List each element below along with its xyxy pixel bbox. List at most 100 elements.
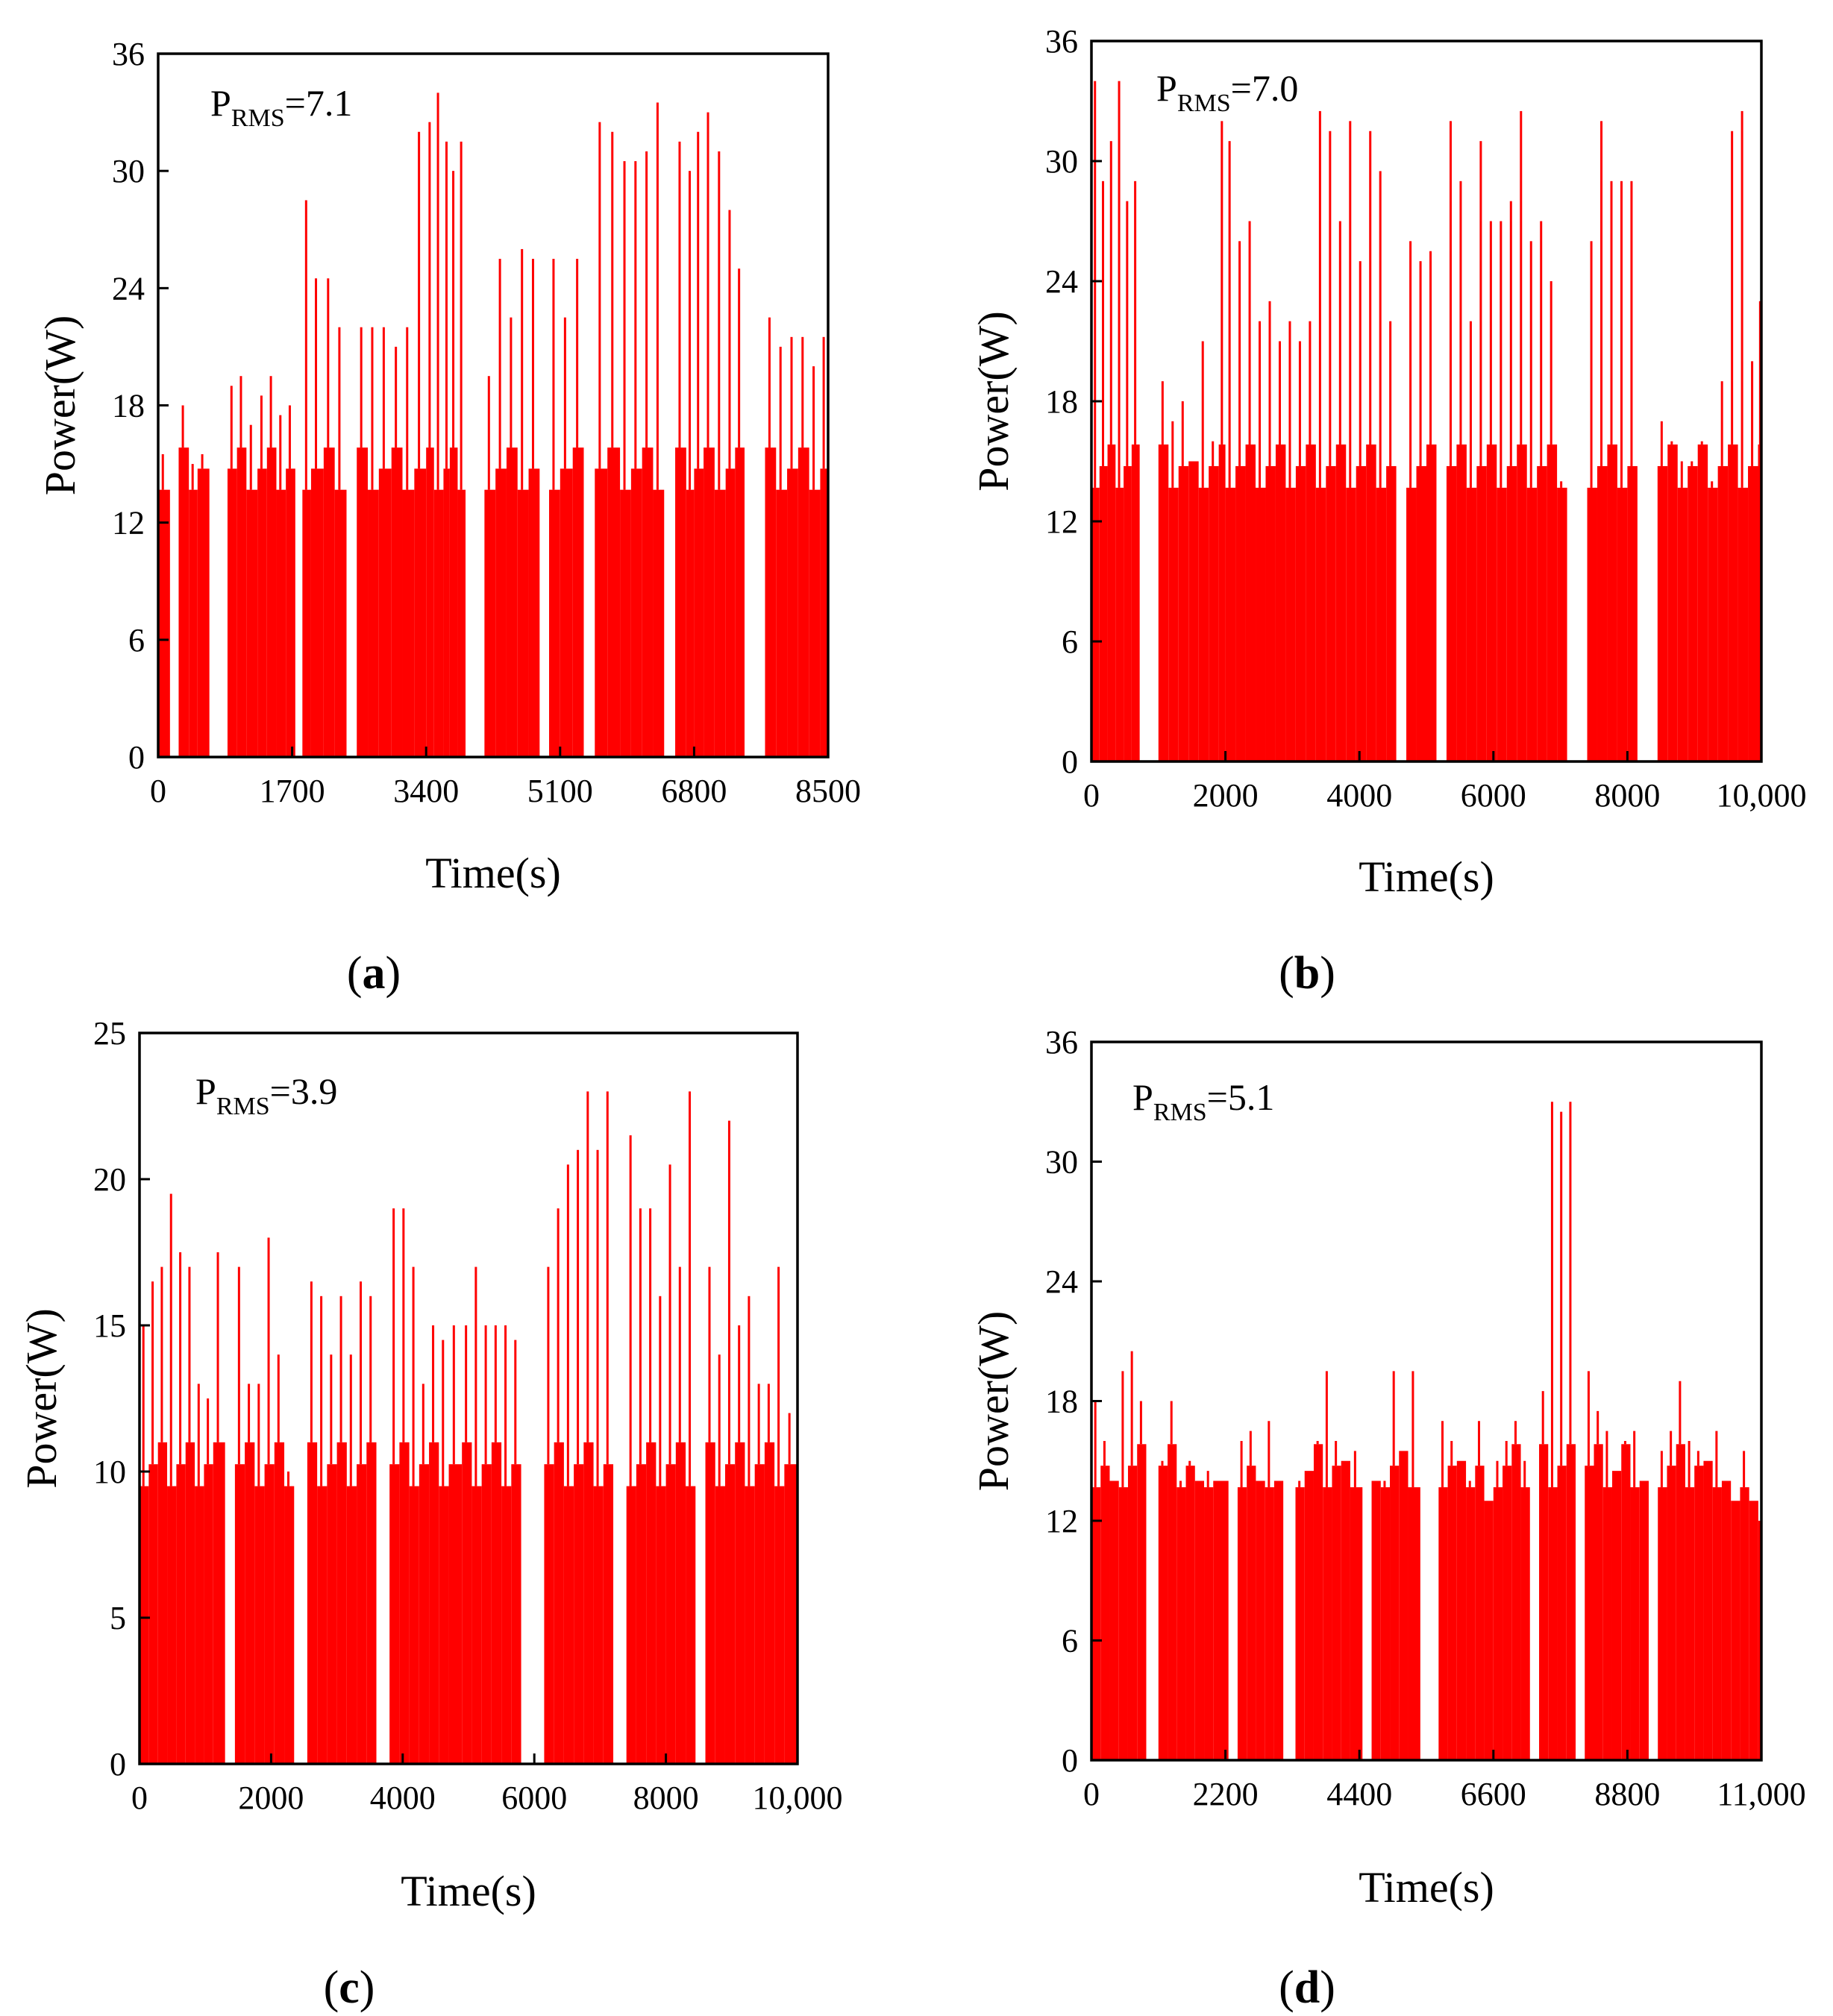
bar-peak-b-14 bbox=[1221, 121, 1223, 445]
bar-peak-a-13 bbox=[288, 405, 291, 469]
bar-peak-a-0 bbox=[161, 453, 164, 490]
bar-c-15 bbox=[284, 1486, 295, 1764]
bar-peak-d-62 bbox=[1679, 1381, 1682, 1445]
x-tick-label-b-2: 4000 bbox=[1326, 777, 1392, 814]
bar-peak-a-23 bbox=[395, 346, 398, 448]
bar-peak-d-50 bbox=[1569, 1102, 1572, 1445]
y-tick-label-c-2: 10 bbox=[93, 1454, 126, 1490]
bar-peak-d-31 bbox=[1392, 1371, 1395, 1466]
bar-b-61 bbox=[1688, 465, 1698, 762]
bar-peak-b-38 bbox=[1459, 180, 1462, 445]
bar-c-30 bbox=[439, 1486, 449, 1764]
bar-peak-d-43 bbox=[1505, 1441, 1508, 1466]
bar-peak-a-11 bbox=[269, 376, 272, 448]
bar-peak-d-52 bbox=[1587, 1371, 1590, 1466]
bar-c-26 bbox=[399, 1442, 410, 1764]
bar-a-29 bbox=[449, 448, 458, 757]
bar-peak-c-45 bbox=[596, 1149, 599, 1486]
bar-peak-c-25 bbox=[392, 1208, 395, 1465]
bar-peak-b-55 bbox=[1630, 180, 1633, 466]
bar-c-45 bbox=[593, 1486, 604, 1764]
bar-b-14 bbox=[1218, 444, 1226, 762]
bar-d-4 bbox=[1127, 1466, 1138, 1760]
bar-a-23 bbox=[391, 448, 403, 757]
bar-peak-c-23 bbox=[369, 1296, 372, 1442]
bar-c-61 bbox=[754, 1464, 765, 1764]
bar-d-45 bbox=[1520, 1487, 1530, 1760]
bar-d-19 bbox=[1273, 1480, 1284, 1760]
bar-peak-c-34 bbox=[484, 1325, 487, 1465]
bar-d-50 bbox=[1566, 1444, 1576, 1760]
annotation-value-d: =5.1 bbox=[1207, 1076, 1275, 1118]
bar-peak-c-32 bbox=[465, 1325, 468, 1442]
bar-peak-c-18 bbox=[320, 1296, 323, 1486]
bar-peak-c-36 bbox=[504, 1325, 507, 1486]
bar-peak-d-69 bbox=[1743, 1451, 1746, 1488]
bar-d-23 bbox=[1313, 1444, 1323, 1760]
bar-d-47 bbox=[1539, 1444, 1549, 1760]
series-a bbox=[158, 92, 828, 757]
bar-d-24 bbox=[1323, 1487, 1332, 1760]
bar-peak-c-26 bbox=[402, 1208, 405, 1442]
bar-peak-a-17 bbox=[327, 278, 330, 448]
bar-peak-c-43 bbox=[577, 1149, 580, 1465]
bar-d-68 bbox=[1731, 1501, 1740, 1760]
bar-peak-c-51 bbox=[659, 1296, 662, 1486]
bar-peak-c-29 bbox=[432, 1325, 435, 1442]
bar-c-8 bbox=[213, 1442, 225, 1764]
bar-peak-a-15 bbox=[304, 200, 307, 490]
y-tick-label-d-1: 6 bbox=[1062, 1623, 1078, 1659]
y-tick-label-c-5: 25 bbox=[93, 1015, 126, 1052]
bar-b-8 bbox=[1158, 444, 1169, 762]
bar-c-57 bbox=[715, 1486, 725, 1764]
bar-c-27 bbox=[409, 1486, 419, 1764]
bar-peak-b-41 bbox=[1489, 221, 1492, 445]
bar-peak-a-8 bbox=[239, 376, 242, 448]
bar-peak-a-25 bbox=[418, 131, 421, 469]
bar-peak-d-30 bbox=[1383, 1480, 1386, 1488]
bar-peak-b-52 bbox=[1600, 121, 1603, 466]
bar-d-32 bbox=[1399, 1451, 1409, 1760]
bar-peak-a-63 bbox=[812, 366, 815, 490]
x-tick-label-a-2: 3400 bbox=[393, 773, 459, 809]
bar-peak-d-23 bbox=[1316, 1441, 1319, 1445]
bar-d-25 bbox=[1332, 1466, 1341, 1760]
bar-c-54 bbox=[686, 1486, 696, 1764]
bar-peak-a-64 bbox=[822, 336, 825, 469]
bar-peak-a-21 bbox=[371, 327, 374, 490]
bar-b-41 bbox=[1486, 444, 1497, 762]
x-tick-label-c-5: 10,000 bbox=[753, 1780, 843, 1816]
bar-a-22 bbox=[378, 468, 392, 757]
y-axis-title-a: Power(W) bbox=[36, 315, 84, 496]
bar-peak-a-48 bbox=[656, 102, 659, 490]
bar-d-16 bbox=[1247, 1466, 1256, 1760]
panel-label-close-a: ) bbox=[386, 948, 401, 999]
bar-peak-b-19 bbox=[1268, 301, 1271, 466]
bar-b-21 bbox=[1285, 487, 1296, 762]
annotation-symbol-c: P bbox=[195, 1070, 216, 1112]
bar-d-33 bbox=[1408, 1487, 1420, 1760]
y-tick-label-d-4: 24 bbox=[1045, 1263, 1078, 1300]
y-tick-label-c-0: 0 bbox=[110, 1746, 126, 1783]
bar-a-63 bbox=[809, 489, 821, 757]
bar-peak-a-40 bbox=[563, 317, 566, 469]
panel-a: 0 6 12 18 24 30 36 0 1700 3400 5100 6800 8500 Power(W… bbox=[36, 36, 861, 999]
panel-label-letter-c: c bbox=[339, 1962, 360, 2013]
bar-a-17 bbox=[323, 448, 335, 757]
bar-a-30 bbox=[457, 489, 466, 757]
y-tick-label-a-2: 12 bbox=[112, 505, 145, 541]
x-tick-label-c-1: 2000 bbox=[238, 1780, 304, 1816]
y-tick-label-b-5: 30 bbox=[1045, 143, 1078, 180]
bar-c-50 bbox=[646, 1442, 657, 1764]
bar-a-53 bbox=[704, 448, 715, 757]
bar-b-64 bbox=[1717, 465, 1729, 762]
bar-b-44 bbox=[1517, 444, 1527, 762]
bar-peak-a-55 bbox=[728, 210, 731, 469]
bar-a-43 bbox=[595, 468, 608, 757]
bar-peak-c-37 bbox=[514, 1340, 517, 1465]
x-tick-label-c-0: 0 bbox=[131, 1780, 148, 1816]
bar-peak-b-4 bbox=[1126, 201, 1129, 466]
x-tick-label-d-0: 0 bbox=[1083, 1776, 1100, 1812]
bar-b-40 bbox=[1476, 465, 1487, 762]
bar-peak-a-30 bbox=[460, 141, 463, 490]
